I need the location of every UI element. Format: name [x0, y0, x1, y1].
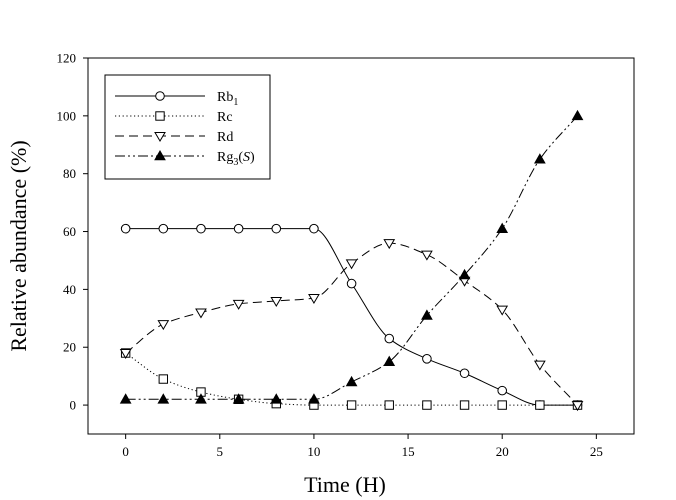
legend-marker [155, 91, 165, 101]
x-tick-label: 0 [122, 444, 129, 459]
data-point [383, 239, 396, 250]
ticks-layer: 0 5 10 15 20 25 0 20 40 60 80 100 120 [57, 51, 603, 460]
data-point [384, 400, 394, 410]
plot-frame [87, 57, 635, 435]
y-tick-label: 100 [57, 108, 77, 123]
data-point [383, 355, 396, 366]
data-point [534, 153, 546, 164]
legend-marker [154, 149, 166, 161]
legend-marker [154, 132, 166, 142]
series-rd [119, 239, 584, 412]
data-point [496, 305, 509, 316]
data-point [196, 223, 206, 234]
data-point [158, 374, 169, 384]
data-point [533, 360, 546, 371]
data-point [422, 400, 432, 410]
data-point [157, 320, 170, 331]
data-point [496, 222, 509, 233]
data-point [270, 393, 283, 404]
data-point [459, 400, 470, 410]
data-point [384, 333, 395, 344]
data-point [309, 223, 319, 234]
y-tick-label: 0 [70, 398, 77, 413]
data-point [497, 400, 507, 410]
x-tick-label: 5 [217, 444, 224, 459]
x-tick-label: 10 [307, 444, 320, 459]
data-point [308, 393, 320, 404]
data-point [232, 299, 245, 310]
legend-label: Rb1 [217, 90, 238, 108]
data-point [158, 223, 169, 234]
series-rg [119, 109, 584, 404]
data-point [459, 368, 470, 379]
data-point [120, 223, 131, 234]
data-point [535, 400, 545, 410]
y-tick-label: 60 [63, 224, 76, 239]
data-point [308, 294, 320, 305]
data-point [346, 278, 357, 289]
data-point [421, 309, 433, 320]
x-tick-label: 25 [590, 444, 603, 459]
data-point [233, 223, 244, 234]
legend-label: Rg3(S) [217, 150, 255, 168]
data-point [458, 268, 471, 280]
legend-label: Rd [217, 130, 233, 145]
data-point [195, 393, 207, 404]
y-tick-label: 120 [57, 51, 77, 66]
data-point [497, 385, 508, 396]
data-point [271, 223, 282, 234]
x-tick-label: 20 [496, 444, 509, 459]
legend: Rb1 Rc Rd Rg3(S) [104, 74, 271, 180]
x-tick-label: 15 [402, 444, 415, 459]
legend-label: Rc [217, 110, 233, 125]
y-tick-label: 40 [63, 282, 76, 297]
data-point [571, 401, 584, 412]
data-point [422, 354, 432, 364]
x-axis-title: Time (H) [304, 472, 386, 497]
data-point [421, 250, 433, 261]
data-point [232, 393, 245, 404]
y-tick-label: 20 [63, 340, 76, 355]
data-point [571, 109, 584, 121]
series-layer [119, 109, 584, 412]
data-point [195, 308, 207, 319]
data-point [270, 296, 283, 307]
legend-marker [155, 111, 165, 121]
data-point [157, 393, 170, 404]
data-point [346, 400, 357, 410]
data-point [345, 375, 358, 387]
data-point [119, 349, 132, 360]
legend-box [104, 74, 271, 180]
data-point [345, 259, 358, 270]
data-point [119, 393, 132, 404]
y-axis-title: Relative abundance (%) [6, 140, 31, 351]
y-tick-label: 80 [63, 166, 76, 181]
